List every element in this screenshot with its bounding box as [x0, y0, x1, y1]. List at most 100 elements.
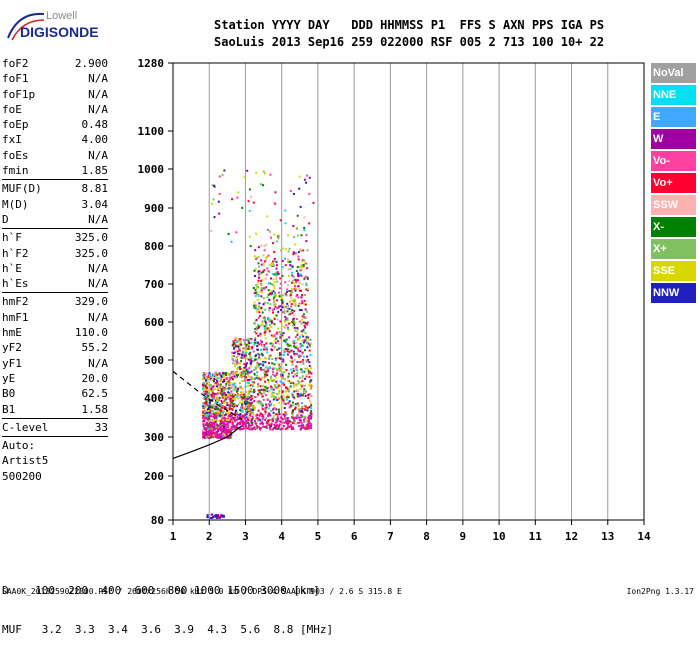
echo-point [248, 423, 250, 426]
echo-point [257, 279, 260, 282]
echo-point [309, 407, 312, 410]
echo-point [247, 393, 250, 396]
echo-point [267, 317, 270, 320]
echo-point [274, 424, 277, 427]
echo-point [254, 249, 257, 252]
echo-point [298, 288, 301, 290]
echo-point [303, 229, 306, 232]
echo-point [202, 412, 204, 415]
echo-point [266, 387, 268, 390]
echo-point [279, 282, 282, 285]
y-tick-label: 400 [144, 392, 164, 405]
echo-point [246, 402, 249, 405]
echo-point [231, 405, 234, 408]
echo-point [286, 307, 289, 310]
param-name: B1 [2, 402, 16, 416]
echo-point [267, 367, 270, 370]
echo-point [299, 387, 302, 390]
param-value: N/A [88, 261, 108, 275]
param-name: yF2 [2, 341, 22, 355]
echo-point [294, 329, 297, 332]
echo-point [256, 366, 259, 369]
echo-point [273, 347, 276, 350]
echo-point [286, 288, 289, 291]
echo-point [214, 421, 217, 424]
echo-point [260, 282, 263, 285]
echo-point [301, 377, 304, 380]
echo-point [288, 348, 291, 351]
echo-point [227, 391, 230, 394]
echo-point [300, 274, 303, 277]
echo-point [233, 384, 236, 387]
echo-point [250, 341, 253, 344]
echo-point [310, 404, 313, 407]
echo-point [297, 350, 300, 353]
param-value: 20.0 [81, 371, 109, 385]
echo-point [278, 342, 281, 345]
echo-point [265, 342, 268, 345]
echo-point [260, 400, 262, 403]
logo-swoosh-icon [7, 12, 45, 41]
echo-point [301, 302, 304, 305]
echo-point [258, 356, 261, 359]
echo-point [269, 428, 272, 431]
echo-point [267, 327, 270, 330]
param-name: h`F [2, 231, 22, 245]
echo-point [254, 396, 257, 398]
echo-point [230, 240, 233, 243]
echo-point [238, 353, 241, 356]
echo-point [286, 427, 289, 430]
x-tick-label: 10 [492, 530, 505, 543]
echo-point [307, 342, 310, 345]
echo-point [262, 184, 264, 187]
echo-point [245, 424, 248, 427]
plot-frame [172, 62, 645, 521]
echo-point [223, 389, 226, 392]
echo-point [263, 318, 266, 321]
echo-point [239, 414, 242, 417]
echo-point [213, 373, 216, 376]
echo-point [216, 424, 219, 427]
echo-point [310, 367, 313, 370]
echo-point [216, 517, 218, 519]
echo-point [260, 334, 263, 337]
echo-point [202, 392, 205, 395]
echo-point [213, 421, 215, 424]
echo-point [270, 236, 272, 239]
x-tick-label: 3 [242, 530, 249, 543]
echo-point [298, 421, 301, 424]
echo-point [235, 405, 238, 407]
echo-point [280, 299, 283, 302]
echo-point [262, 270, 265, 273]
echo-point [236, 412, 238, 414]
echo-point [254, 358, 257, 361]
echo-point [299, 419, 302, 422]
echo-point [307, 394, 310, 397]
echo-point [250, 362, 252, 365]
echo-point [262, 422, 265, 425]
echo-point [250, 408, 253, 411]
echo-point [250, 195, 253, 198]
echo-point [235, 409, 238, 412]
echo-point [293, 314, 296, 317]
echo-point [242, 374, 245, 377]
echo-point [266, 366, 269, 369]
echo-point [222, 421, 225, 424]
echo-point [250, 378, 253, 381]
echo-point [278, 420, 281, 423]
echo-point [202, 420, 205, 423]
echo-point [212, 405, 215, 407]
echo-point [287, 402, 290, 405]
echo-point [257, 364, 260, 367]
echo-point [296, 366, 299, 369]
echo-point [251, 404, 254, 407]
echo-point [296, 333, 299, 336]
param-value: 33 [94, 420, 108, 434]
echo-point [294, 278, 297, 281]
param-divider [2, 292, 108, 294]
echo-point [308, 423, 311, 426]
polarization-legend: NoVal NNE E W Vo- Vo+ SSW X- X+ SSE NNW [651, 63, 696, 305]
echo-point [295, 374, 298, 377]
echo-point [237, 191, 240, 194]
y-tick-label: 600 [144, 316, 164, 329]
